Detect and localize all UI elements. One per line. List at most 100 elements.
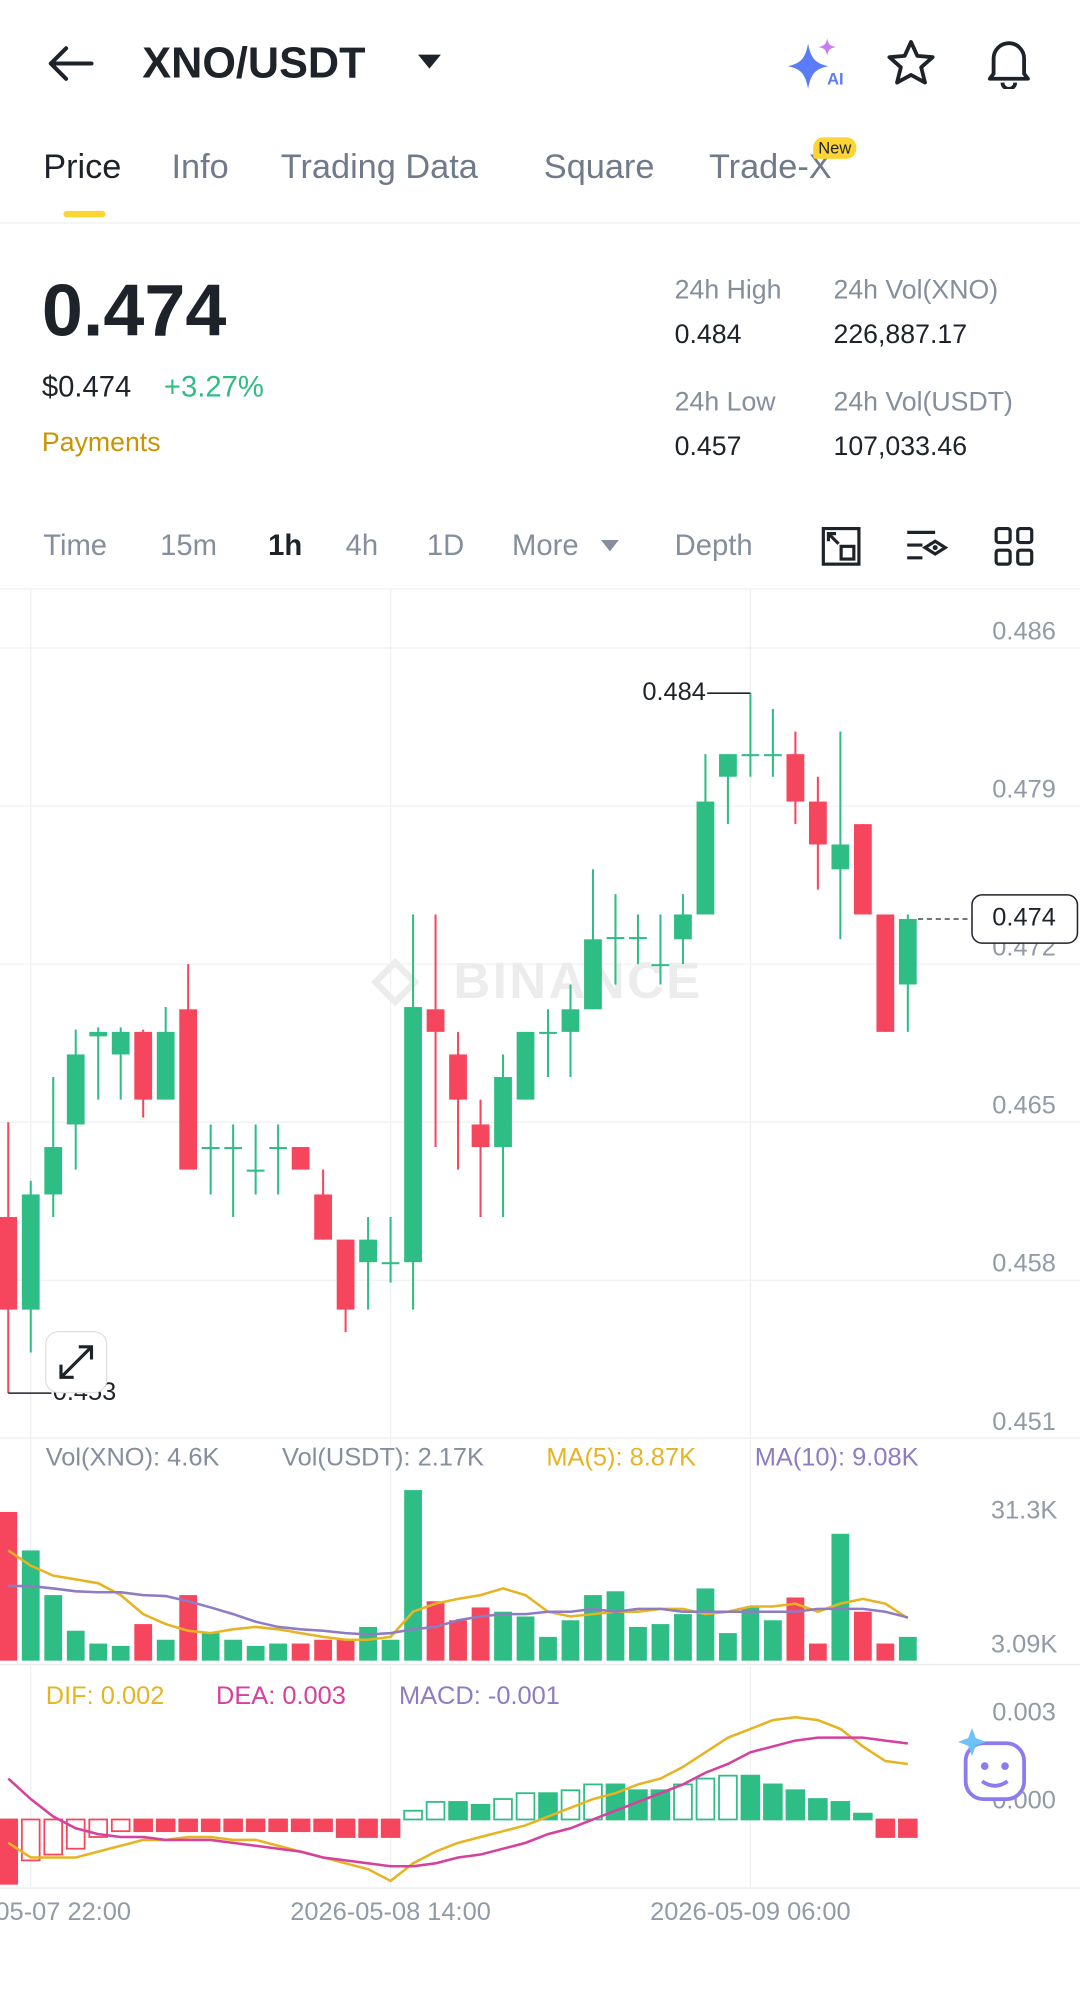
candle-body (629, 937, 647, 940)
ma-line (7, 1549, 909, 1642)
macd-bar (110, 1818, 131, 1833)
volume-bar (696, 1588, 715, 1661)
candle-body (651, 964, 670, 967)
volume-bar (629, 1626, 647, 1661)
macd-bar (448, 1801, 468, 1821)
x-tick-label: 2026-05-07 22:00 (0, 1898, 131, 1926)
candle-body (584, 939, 602, 1010)
volume-bar (674, 1614, 692, 1661)
layout-button[interactable] (994, 526, 1035, 567)
fullscreen-button[interactable] (821, 526, 862, 567)
pair-dropdown[interactable] (417, 53, 442, 71)
macd-bar (133, 1818, 153, 1833)
candle-body (291, 1147, 310, 1170)
macd-bar (268, 1818, 288, 1833)
volume-bar (404, 1490, 422, 1661)
candle-body (359, 1239, 377, 1263)
tab[interactable]: Info (171, 147, 229, 186)
candle-body (606, 937, 625, 940)
interval[interactable]: 1h (268, 528, 303, 562)
tab[interactable]: Price (43, 147, 122, 186)
legend-text: Vol(XNO): 4.6K (46, 1443, 220, 1471)
volume-bar (853, 1611, 872, 1661)
volume-bar (359, 1626, 377, 1661)
ai-button[interactable]: AI (785, 36, 844, 92)
favorite-button[interactable] (886, 38, 937, 89)
pair-title[interactable]: XNO/USDT (142, 39, 366, 88)
candle-body (0, 1217, 18, 1310)
price-change: +3.27% (163, 369, 264, 403)
legend-text: MA(5): 8.87K (546, 1443, 696, 1471)
candle-body (764, 754, 782, 757)
macd-bar (200, 1818, 221, 1833)
macd-bar (875, 1818, 896, 1838)
back-button[interactable] (46, 43, 97, 84)
interval[interactable]: 4h (345, 528, 379, 562)
stat-value: 226,887.17 (833, 320, 968, 350)
volume-bar (381, 1639, 400, 1661)
legend-text: DEA: 0.003 (216, 1682, 346, 1710)
volume-bar (156, 1639, 175, 1661)
interval[interactable]: 1D (426, 528, 465, 562)
last-price-label: 0.474 (992, 904, 1056, 932)
volume-bar (516, 1616, 535, 1661)
more-caret (600, 539, 619, 552)
volume-bar (831, 1533, 850, 1661)
interval[interactable]: 15m (160, 528, 217, 562)
candle-body (786, 754, 805, 802)
candle-body (741, 754, 760, 757)
macd-bar (178, 1818, 198, 1833)
stat-value: 0.484 (674, 320, 742, 350)
macd-bar (358, 1818, 378, 1838)
interval[interactable]: Time (43, 528, 108, 562)
candle-body (561, 1009, 580, 1032)
macd-bar (538, 1792, 558, 1821)
macd-bar (380, 1818, 401, 1838)
volume-bar (426, 1601, 445, 1661)
macd-bar (313, 1818, 333, 1833)
volume-bar (269, 1643, 288, 1661)
candle-body (404, 1007, 422, 1263)
macd-bar (43, 1818, 64, 1856)
stat-label: 24h Vol(XNO) (833, 275, 999, 305)
macd-bar (20, 1818, 41, 1862)
macd-bar (470, 1803, 491, 1821)
last-price: 0.474 (41, 269, 227, 352)
legend-text: MA(10): 9.08K (755, 1443, 919, 1471)
macd-bar (830, 1801, 851, 1821)
min-label: 0.453 (53, 1378, 117, 1406)
tab[interactable]: Trading Data (280, 147, 478, 186)
category-tag[interactable]: Payments (41, 428, 161, 458)
macd-bar (515, 1792, 536, 1821)
volume-bar (606, 1591, 625, 1661)
volume-bar (314, 1639, 333, 1661)
y-tick-label: 0.465 (992, 1092, 1056, 1120)
candle-body (539, 1031, 557, 1034)
candle-body (381, 1262, 400, 1265)
volume-bar (719, 1633, 737, 1661)
indicator-settings[interactable] (905, 526, 951, 567)
volume-bar (561, 1620, 580, 1661)
interval[interactable]: More (512, 528, 579, 562)
macd-bar (245, 1818, 266, 1833)
tab[interactable]: Trade-X (708, 147, 832, 186)
stat-value: 107,033.46 (833, 431, 968, 462)
candle-body (89, 1031, 108, 1037)
macd-bar (403, 1809, 423, 1821)
candle-body (314, 1194, 333, 1240)
divider (0, 588, 1080, 590)
volume-bar (584, 1595, 602, 1661)
alert-button[interactable] (983, 36, 1034, 89)
watermark: BINANCE (453, 952, 702, 1009)
volume-bar (44, 1595, 63, 1661)
x-tick-label: 2026-05-08 14:00 (290, 1898, 491, 1926)
interval[interactable]: Depth (674, 528, 753, 562)
candle-body (426, 1009, 445, 1032)
macd-bar (740, 1774, 761, 1821)
volume-bar (66, 1630, 85, 1661)
tab[interactable]: Square (543, 147, 655, 186)
macd-bar (695, 1777, 716, 1821)
legend-text: DIF: 0.002 (46, 1682, 165, 1710)
